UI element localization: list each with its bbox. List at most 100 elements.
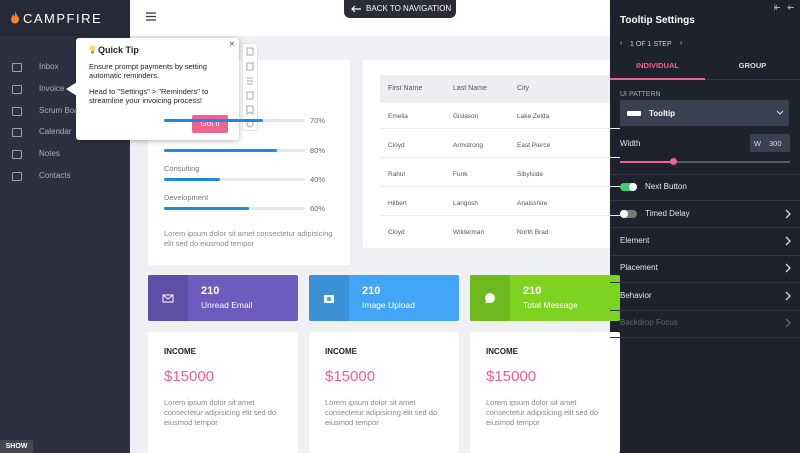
stat-icon: [485, 293, 495, 304]
toggle-knob: [629, 183, 637, 191]
menu-item[interactable]: Notes: [39, 149, 60, 158]
skill-label: 60%: [310, 204, 326, 213]
show-button[interactable]: SHOW: [0, 440, 33, 453]
income-amount: $15000: [325, 368, 376, 385]
skill-bar: [164, 119, 263, 122]
tip-arrow: [66, 82, 77, 96]
stat-value: 210: [362, 285, 381, 297]
menu-item[interactable]: Inbox: [39, 62, 59, 71]
chevron: [785, 236, 791, 246]
back-arrow: [351, 5, 361, 13]
tab-underline: [610, 78, 705, 80]
step-next[interactable]: ›: [680, 40, 683, 47]
panel-icons: [774, 4, 794, 11]
table-cell: Anaisshire: [517, 200, 548, 207]
width-input[interactable]: [750, 134, 790, 152]
table-cell: Funk: [453, 171, 468, 178]
row-divider: [380, 157, 620, 158]
skill-label: 70%: [310, 116, 326, 125]
logo: CAMPFIRE: [23, 11, 103, 26]
income-title: INCOME: [164, 347, 196, 356]
hamburger[interactable]: [146, 12, 156, 21]
divider: [610, 255, 800, 256]
back-label: BACK TO NAVIGATION: [366, 4, 452, 13]
toggle-label: Next Button: [645, 182, 687, 191]
step-prev[interactable]: ‹: [620, 40, 623, 47]
tab-individual[interactable]: INDIVIDUAL: [636, 61, 679, 70]
menu-icon: [12, 150, 22, 159]
section[interactable]: Behavior: [620, 290, 652, 300]
menu-item[interactable]: Contacts: [39, 171, 71, 180]
table-cell: Emelia: [388, 113, 408, 120]
stat-value: 210: [201, 285, 220, 297]
stat-card: [148, 275, 298, 321]
income-card: [470, 332, 620, 453]
income-amount: $15000: [164, 368, 215, 385]
slider-track: [620, 161, 790, 163]
income-title: INCOME: [486, 347, 518, 356]
chevron: [785, 318, 791, 328]
table-header-cell: City: [517, 85, 530, 92]
skill-bar: [164, 149, 277, 152]
pattern-dropdown[interactable]: [620, 100, 789, 126]
tip-body-2: Head to "Settings" > "Reminders" to stre…: [89, 87, 209, 105]
panel-title: Tooltip Settings: [620, 15, 695, 26]
toggle[interactable]: [620, 210, 637, 218]
toggle-knob: [620, 210, 628, 218]
stat-label: Image Upload: [362, 300, 415, 310]
skill-label: 80%: [310, 146, 326, 155]
stat-value: 210: [523, 285, 542, 297]
divider: [610, 336, 800, 338]
divider: [610, 282, 800, 284]
income-card: [309, 332, 459, 453]
skill-bar: [164, 207, 249, 210]
stat-icon: [324, 295, 334, 303]
stat-label: Unread Email: [201, 300, 253, 310]
menu-item[interactable]: Calendar: [39, 127, 72, 136]
divider: [610, 309, 800, 311]
table-cell: Wilderman: [453, 229, 485, 236]
stat-icon-box: [148, 275, 188, 321]
width-prefix: W: [754, 139, 762, 148]
dropdown-chevron: [776, 110, 784, 115]
slider-fill: [620, 161, 673, 163]
table-cell: Langosh: [453, 200, 478, 207]
back-to-navigation[interactable]: BACK TO NAVIGATION: [344, 0, 456, 18]
got-it-button[interactable]: Got it: [192, 115, 228, 133]
slider-knob[interactable]: [670, 158, 677, 165]
tab-group[interactable]: GROUP: [738, 61, 767, 70]
table-cell: Armstrong: [453, 142, 483, 149]
menu-icon: [12, 107, 22, 116]
table-cell: Hilbert: [388, 200, 407, 207]
menu-icon: [12, 63, 22, 72]
toolbar: [242, 43, 258, 131]
section[interactable]: Backdrop Focus: [620, 317, 678, 327]
table-cell: North Brad: [517, 229, 549, 236]
bulb-icon: [89, 45, 96, 54]
row-divider: [380, 215, 620, 216]
tip-title: Quick Tip: [98, 45, 139, 55]
table-cell: Rahul: [388, 171, 405, 178]
toggle[interactable]: [620, 183, 637, 191]
table-cell: Gislason: [453, 113, 479, 120]
width-label: Width: [620, 139, 641, 148]
income-text: Lorem ipsum dolor sit amet consectetur a…: [486, 398, 599, 427]
table-cell: Cloyd: [388, 229, 405, 236]
table-cell: Cloyd: [388, 142, 405, 149]
row-divider: [380, 186, 620, 187]
close-button[interactable]: ×: [229, 39, 235, 50]
menu-item[interactable]: Scrum Board: [39, 106, 77, 115]
section[interactable]: Placement: [620, 263, 658, 273]
menu-item[interactable]: Invoice: [39, 84, 65, 93]
income-amount: $15000: [486, 368, 537, 385]
section[interactable]: Element: [620, 236, 650, 245]
menu-icon: [12, 172, 22, 181]
skill-bar: [164, 178, 221, 181]
divider: [610, 227, 800, 228]
skills-description: Lorem ipsum dolor sit amet consectetur a…: [164, 229, 333, 248]
chevron: [785, 291, 791, 301]
tab-divider: [610, 79, 800, 80]
pattern-icon: [627, 111, 641, 116]
toolbar-icons: [246, 47, 254, 128]
